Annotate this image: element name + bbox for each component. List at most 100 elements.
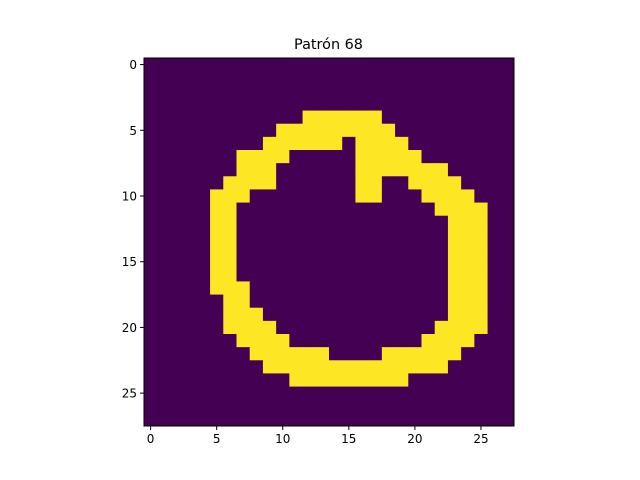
heatmap-cell	[144, 71, 158, 85]
heatmap-cell	[487, 150, 502, 164]
heatmap-cell	[421, 412, 436, 427]
heatmap-cell	[329, 242, 343, 256]
heatmap-cell	[276, 136, 290, 151]
heatmap-cell	[170, 268, 185, 282]
heatmap-cell	[395, 150, 409, 164]
heatmap-cell	[355, 176, 370, 190]
heatmap-cell	[342, 360, 356, 374]
heatmap-cell	[434, 347, 449, 361]
heatmap-cell	[447, 281, 462, 295]
heatmap-cell	[461, 268, 475, 282]
heatmap-cell	[487, 163, 502, 177]
heatmap-cell	[289, 412, 303, 427]
heatmap-cell	[434, 58, 449, 72]
heatmap-cell	[249, 136, 264, 151]
heatmap-cell	[447, 136, 462, 151]
heatmap-cell	[183, 189, 198, 203]
heatmap-cell	[474, 360, 488, 374]
heatmap-cell	[368, 255, 383, 269]
heatmap-cell	[474, 334, 488, 348]
heatmap-cell	[474, 347, 488, 361]
heatmap-cell	[474, 386, 488, 401]
heatmap-cell	[144, 334, 158, 348]
heatmap-cell	[249, 334, 264, 348]
heatmap-cell	[144, 268, 158, 282]
heatmap-cell	[408, 110, 422, 125]
heatmap-cell	[302, 334, 317, 348]
heatmap-cell	[289, 399, 303, 414]
heatmap-cell	[249, 307, 264, 322]
heatmap-cell	[500, 399, 515, 414]
heatmap-cell	[421, 110, 436, 125]
heatmap-cell	[262, 242, 277, 256]
heatmap-cell	[157, 268, 171, 282]
heatmap-cell	[262, 136, 277, 151]
heatmap-cell	[210, 136, 224, 151]
heatmap-cell	[223, 412, 237, 427]
heatmap-cell	[210, 123, 224, 138]
heatmap-cell	[262, 255, 277, 269]
heatmap-cell	[342, 334, 356, 348]
heatmap-cell	[447, 360, 462, 374]
heatmap-cell	[395, 228, 409, 243]
heatmap-cell	[395, 373, 409, 387]
heatmap-cell	[276, 84, 290, 98]
heatmap-cell	[461, 97, 475, 111]
heatmap-cell	[315, 255, 330, 269]
heatmap-cell	[315, 281, 330, 295]
heatmap-cell	[355, 136, 370, 151]
heatmap-cell	[329, 163, 343, 177]
heatmap-cell	[421, 373, 436, 387]
heatmap-cell	[474, 150, 488, 164]
heatmap-cell	[262, 294, 277, 309]
heatmap-cell	[210, 150, 224, 164]
heatmap-cell	[487, 360, 502, 374]
heatmap-cell	[315, 294, 330, 309]
heatmap-cell	[461, 294, 475, 309]
heatmap-cell	[421, 281, 436, 295]
heatmap-cell	[408, 150, 422, 164]
heatmap-cell	[395, 294, 409, 309]
heatmap-cell	[289, 281, 303, 295]
heatmap-cell	[144, 163, 158, 177]
heatmap-cell	[302, 71, 317, 85]
heatmap-cell	[236, 334, 251, 348]
heatmap-cell	[434, 202, 449, 217]
heatmap-cell	[500, 71, 515, 85]
heatmap-cell	[447, 215, 462, 230]
heatmap-cell	[249, 215, 264, 230]
heatmap-cell	[500, 84, 515, 98]
heatmap-cell	[381, 307, 396, 322]
heatmap-cell	[302, 294, 317, 309]
heatmap-cell	[395, 202, 409, 217]
heatmap-cell	[395, 176, 409, 190]
heatmap-cell	[447, 242, 462, 256]
heatmap-cell	[196, 123, 211, 138]
heatmap-cell	[249, 176, 264, 190]
heatmap-cell	[355, 163, 370, 177]
heatmap-cell	[421, 386, 436, 401]
heatmap-cell	[302, 242, 317, 256]
heatmap-cell	[157, 386, 171, 401]
heatmap-cell	[474, 123, 488, 138]
heatmap-cell	[276, 334, 290, 348]
heatmap-cell	[249, 294, 264, 309]
heatmap-cell	[474, 307, 488, 322]
heatmap-cell	[500, 281, 515, 295]
heatmap-cell	[500, 373, 515, 387]
heatmap-cell	[262, 386, 277, 401]
axes-frame	[143, 57, 515, 427]
heatmap-cell	[223, 242, 237, 256]
heatmap-cell	[302, 163, 317, 177]
heatmap-cell	[434, 215, 449, 230]
heatmap-grid	[144, 58, 515, 427]
heatmap-cell	[447, 228, 462, 243]
heatmap-cell	[500, 412, 515, 427]
heatmap-cell	[355, 412, 370, 427]
heatmap-cell	[157, 242, 171, 256]
heatmap-cell	[236, 347, 251, 361]
heatmap-cell	[276, 202, 290, 217]
heatmap-cell	[342, 399, 356, 414]
heatmap-cell	[342, 373, 356, 387]
heatmap-cell	[170, 176, 185, 190]
